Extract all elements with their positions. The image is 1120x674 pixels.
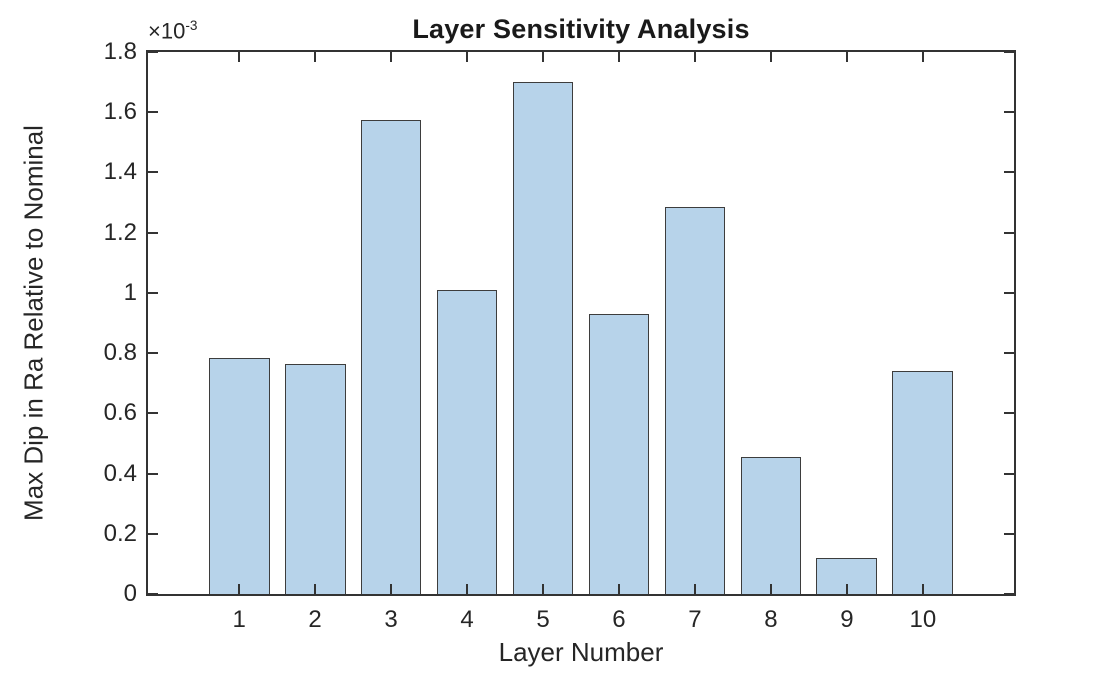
x-tick-mark <box>390 52 393 62</box>
y-tick-mark <box>148 472 158 475</box>
y-tick-mark <box>1004 472 1014 475</box>
x-tick-label: 8 <box>764 606 778 633</box>
y-axis-multiplier-base: ×10 <box>148 18 186 44</box>
y-tick-mark <box>1004 51 1014 53</box>
x-tick-label: 7 <box>688 606 702 633</box>
x-tick-label: 1 <box>232 606 246 633</box>
y-tick-mark <box>148 231 158 234</box>
x-tick-mark <box>466 52 469 62</box>
x-tick-mark <box>617 52 620 62</box>
y-tick-mark <box>1004 352 1014 355</box>
x-tick-label: 4 <box>460 606 474 633</box>
chart-title: Layer Sensitivity Analysis <box>412 14 750 44</box>
bar-layer-5 <box>512 82 574 594</box>
x-axis-label: Layer Number <box>498 637 664 667</box>
y-tick-mark <box>1004 412 1014 415</box>
plot-area <box>146 50 1016 596</box>
y-tick-mark <box>1004 291 1014 294</box>
x-tick-mark <box>845 52 848 62</box>
x-tick-mark <box>921 584 924 594</box>
y-tick-label: 0.2 <box>103 519 137 547</box>
y-tick-label: 1.8 <box>103 38 137 65</box>
y-axis-multiplier: ×10-3 <box>148 18 197 44</box>
x-tick-label: 3 <box>384 606 398 633</box>
y-tick-mark <box>148 171 158 174</box>
bar-layer-6 <box>588 313 650 594</box>
bar-layer-4 <box>436 289 498 594</box>
x-tick-mark <box>769 584 772 594</box>
bar-layer-2 <box>284 363 346 594</box>
y-tick-mark <box>148 291 158 294</box>
y-tick-label: 0.6 <box>103 399 137 427</box>
x-tick-mark <box>390 584 393 594</box>
x-tick-label: 5 <box>536 606 550 633</box>
x-tick-mark <box>769 52 772 62</box>
y-tick-mark <box>148 412 158 415</box>
y-tick-mark <box>148 593 158 595</box>
x-tick-mark <box>845 584 848 594</box>
x-tick-mark <box>466 584 469 594</box>
x-tick-mark <box>693 584 696 594</box>
x-tick-mark <box>238 52 241 62</box>
bar-layer-10 <box>892 371 954 594</box>
y-tick-label: 0 <box>123 580 137 607</box>
y-tick-label: 1.4 <box>103 158 137 186</box>
x-tick-label: 10 <box>909 606 937 633</box>
y-tick-mark <box>148 111 158 114</box>
y-tick-mark <box>1004 593 1014 595</box>
x-tick-label: 9 <box>840 606 854 633</box>
y-tick-mark <box>1004 231 1014 234</box>
x-tick-mark <box>542 584 545 594</box>
y-tick-mark <box>148 51 158 53</box>
y-tick-label: 0.8 <box>103 339 137 367</box>
y-tick-mark <box>1004 532 1014 535</box>
x-tick-label: 6 <box>612 606 626 633</box>
y-tick-label: 1.6 <box>103 98 137 126</box>
y-tick-mark <box>1004 171 1014 174</box>
y-tick-label: 0.4 <box>103 459 137 487</box>
x-tick-mark <box>314 584 317 594</box>
y-axis-multiplier-exponent: -3 <box>185 18 198 33</box>
bar-layer-1 <box>208 357 270 594</box>
x-tick-mark <box>314 52 317 62</box>
x-tick-mark <box>238 584 241 594</box>
y-tick-label: 1.2 <box>103 218 137 246</box>
y-tick-mark <box>148 352 158 355</box>
x-tick-mark <box>693 52 696 62</box>
bar-layer-8 <box>740 457 802 594</box>
x-tick-mark <box>617 584 620 594</box>
bar-layer-7 <box>664 207 726 594</box>
x-tick-mark <box>921 52 924 62</box>
x-tick-label: 2 <box>308 606 322 633</box>
y-tick-mark <box>148 532 158 535</box>
y-tick-label: 1 <box>123 278 137 306</box>
bar-layer-3 <box>360 119 422 594</box>
x-tick-mark <box>542 52 545 62</box>
y-tick-mark <box>1004 111 1014 114</box>
